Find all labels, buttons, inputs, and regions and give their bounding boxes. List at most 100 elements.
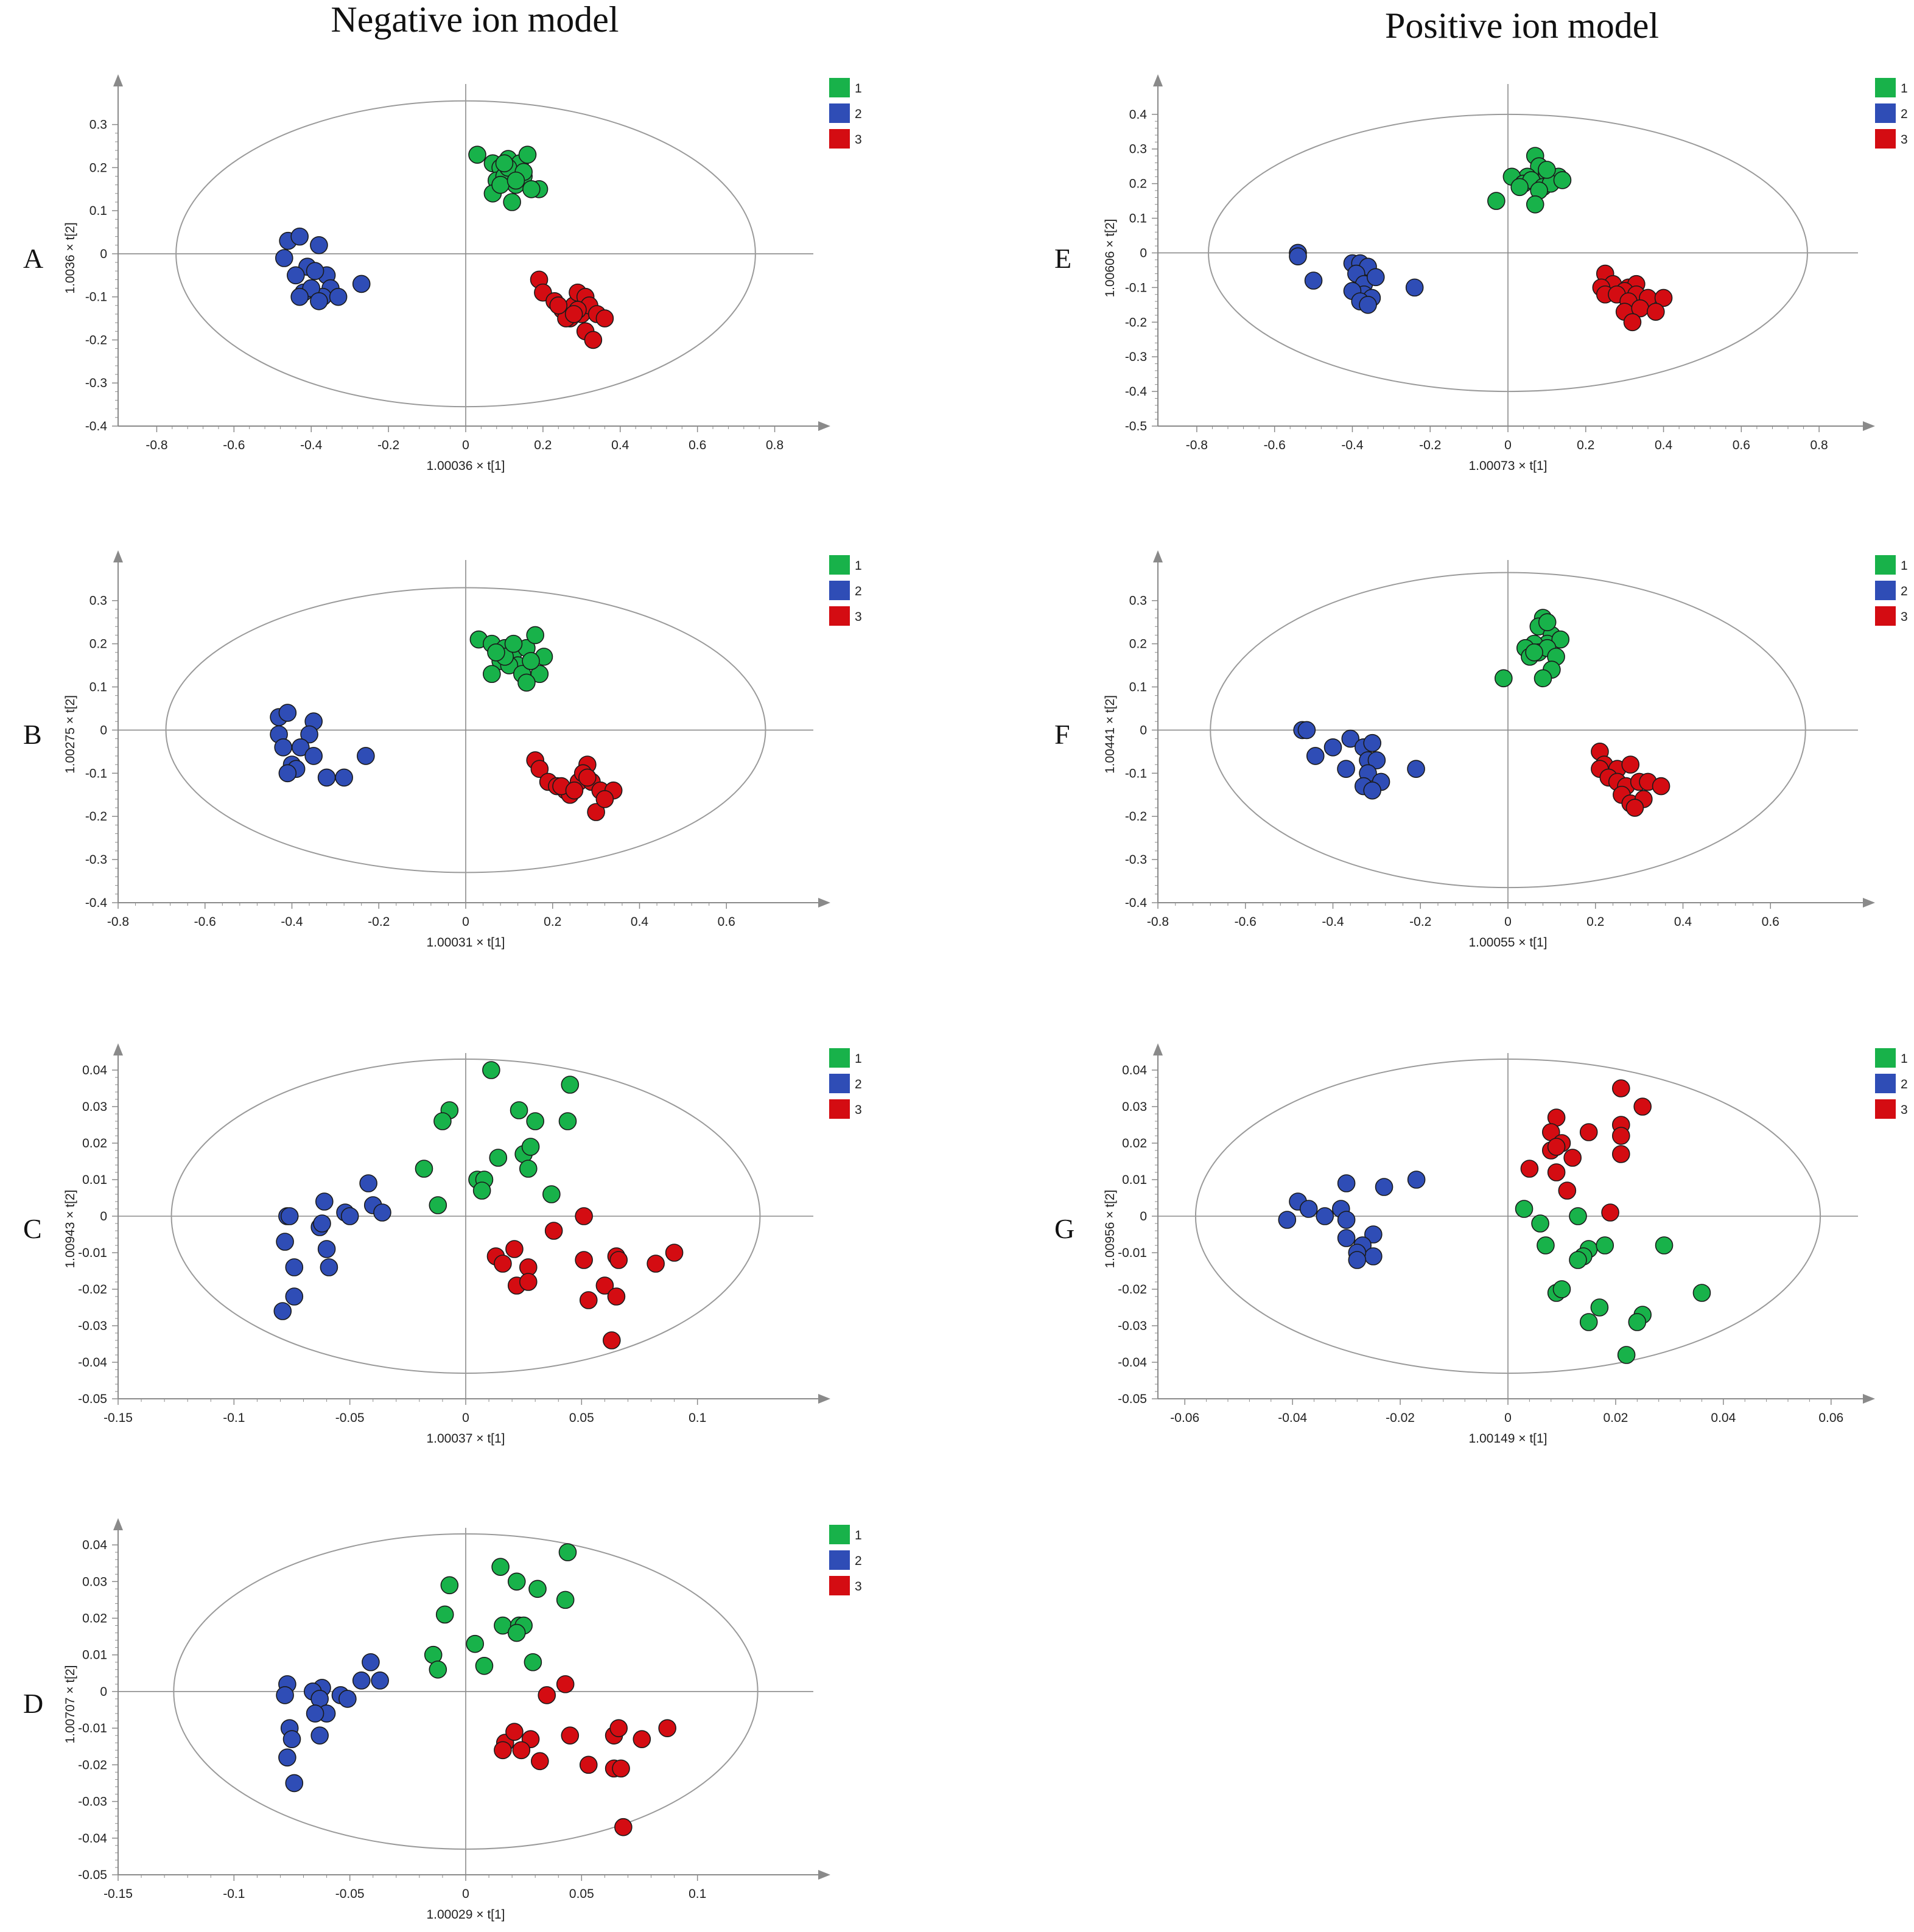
panel-b: B -0.8 -0.6 -0.4 -0.2 0 0.2 0.4 0.6 -0.4 -0.3 -0.2 -… [23,550,862,950]
point-group-1 [472,1181,491,1200]
panel-a: A -0.8 -0.6 -0.4 -0.2 0 0.2 0.4 0.6 0.8 -0.4 -0.3 -0… [23,74,862,473]
point-group-1 [483,665,501,684]
point-group-2 [1337,1229,1356,1247]
x-tick-label: 0.2 [544,915,561,929]
point-group-1 [518,145,537,164]
point-group-2 [1278,1211,1297,1229]
point-group-2 [1375,1178,1393,1196]
legend-swatch-1 [1875,78,1896,97]
x-tick-label: -0.4 [1322,915,1344,929]
y-tick-label: 0.04 [82,1063,107,1077]
point-group-1 [1495,669,1513,688]
panel-letter-g: G [1054,1213,1074,1244]
point-group-1 [561,1076,580,1094]
y-tick-label: -0.04 [1118,1356,1147,1370]
confidence-ellipse [1210,572,1806,889]
legend-label-3: 3 [855,1580,862,1594]
point-group-3 [575,1207,593,1225]
point-group-1 [556,1591,575,1609]
x-tick-label: -0.8 [145,438,167,452]
y-tick-label: 0.1 [1129,681,1147,695]
y-tick-label: -0.5 [1125,419,1147,433]
legend-label-3: 3 [1901,133,1908,147]
point-group-3 [1520,1160,1539,1178]
point-group-1 [1525,643,1543,662]
point-group-1 [530,665,549,684]
point-group-2 [1337,760,1355,779]
x-tick-label: 0 [462,1411,469,1425]
legend-swatch-3 [829,1576,850,1595]
legend-label-3: 3 [1901,610,1908,624]
point-group-3 [633,1730,651,1749]
point-group-3 [1547,1138,1566,1156]
y-tick-label: 0.1 [89,204,107,218]
point-group-3 [565,781,584,800]
legend-label-2: 2 [1901,1077,1908,1091]
legend-label-2: 2 [1901,107,1908,121]
panel-e: E -0.8 -0.6 -0.4 -0.2 0 0.2 0.4 0.6 0.8 -0.5 -0.4 -0… [1054,74,1908,473]
y-tick-label: 0.4 [1129,108,1148,122]
point-group-1 [415,1160,433,1178]
point-group-3 [494,1255,512,1273]
legend-swatch-1 [1875,555,1896,575]
point-group-2 [1306,747,1325,765]
y-tick-label: -0.1 [85,766,107,780]
legend-label-1: 1 [1901,82,1908,96]
x-axis-arrow [1863,421,1875,431]
point-group-2 [304,747,323,765]
x-tick-label: -0.06 [1170,1411,1199,1425]
x-tick-label: 0.6 [718,915,735,929]
point-group-3 [1611,1127,1630,1145]
x-tick-label: -0.4 [281,915,303,929]
x-tick-label: 0.05 [569,1887,594,1901]
point-group-1 [526,626,545,645]
point-group-3 [505,1240,524,1258]
legend-swatch-2 [829,103,850,123]
legend-swatch-3 [829,606,850,626]
y-tick-label: -0.3 [1125,853,1147,867]
point-group-1 [475,1656,494,1675]
point-group-2 [329,287,348,306]
point-group-2 [310,236,328,254]
y-tick-label: 0 [100,1209,107,1223]
negative-ion-model-title: Negative ion model [331,0,619,40]
x-tick-label: -0.02 [1386,1411,1415,1425]
point-group-1 [1553,171,1572,189]
point-group-1 [542,1185,561,1203]
point-group-3 [579,1755,598,1774]
x-tick-label: 0.6 [1733,438,1750,452]
x-tick-label: -0.1 [223,1887,245,1901]
point-group-1 [489,1149,508,1167]
point-group-3 [647,1255,665,1273]
legend-label-3: 3 [855,133,862,147]
y-tick-label: -0.01 [78,1246,107,1260]
x-axis-label: 1.00036 × t[1] [426,459,505,473]
point-group-2 [1316,1207,1334,1225]
panel-f: F -0.8 -0.6 -0.4 -0.2 0 0.2 0.4 0.6 -0.4 -0.3 -0.2 -… [1054,550,1908,950]
legend-label-1: 1 [855,1528,862,1542]
point-group-1 [433,1112,452,1130]
y-tick-label: 0.2 [89,161,107,175]
x-tick-label: 0.4 [611,438,629,452]
y-tick-label: -0.4 [85,419,108,433]
y-tick-label: 0.2 [1129,637,1147,651]
point-group-2 [320,1258,338,1276]
y-tick-label: 0.1 [89,681,107,695]
point-group-1 [1538,613,1557,631]
x-tick-label: 0 [1504,1411,1512,1425]
point-group-3 [579,1291,598,1309]
point-group-1 [1534,669,1552,688]
x-axis-arrow [818,1870,830,1880]
point-group-1 [495,154,514,173]
point-group-2 [359,1174,377,1192]
legend-swatch-2 [1875,1074,1896,1093]
y-tick-label: 0.04 [82,1538,107,1552]
legend-swatch-3 [1875,129,1896,149]
y-tick-label: -0.03 [78,1795,107,1809]
x-tick-label: 0.1 [689,1887,706,1901]
point-group-3 [609,1251,628,1269]
x-tick-label: 0.6 [689,438,706,452]
point-group-1 [1552,1280,1571,1298]
point-group-2 [310,292,328,310]
point-group-3 [519,1273,538,1291]
